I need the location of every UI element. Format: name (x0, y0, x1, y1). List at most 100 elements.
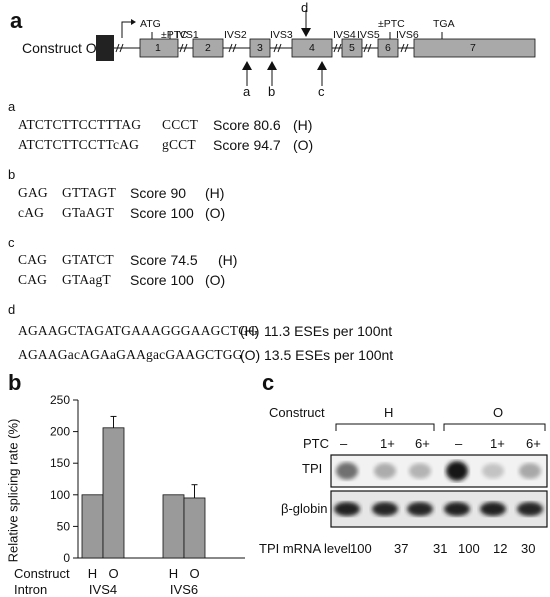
ptc-label: PTC (303, 436, 329, 451)
globin-band (334, 502, 360, 516)
ptc1-label: ±PTC (161, 29, 188, 41)
construct-label: H (88, 566, 97, 581)
ivs5-label: IVS5 (357, 29, 380, 41)
subpanel-b-seq1-o: cAG (18, 205, 45, 220)
y-tick-label: 0 (63, 551, 70, 565)
subpanel-a-score-h: Score 80.6 (213, 117, 281, 133)
y-tick-label: 50 (57, 519, 71, 533)
exon-3-label: 3 (257, 42, 263, 54)
arrow-b-letter: b (268, 84, 276, 99)
mrna-lane-2: 37 (394, 541, 409, 556)
exon-6 (377, 38, 399, 58)
ptc-lane-1: – (340, 436, 348, 451)
exon-2 (192, 38, 224, 58)
subpanel-c-score-o: Score 100 (130, 272, 194, 288)
mrna-lane-6: 30 (521, 541, 536, 556)
y-tick-label: 150 (50, 456, 70, 470)
exon-5-label: 5 (349, 42, 355, 54)
construct-row-label: Construct (14, 566, 70, 581)
gene-structure-svg (96, 10, 536, 86)
exon-4-label: 4 (309, 42, 315, 54)
subpanel-b-score-h: Score 90 (130, 185, 187, 201)
subpanel-d-ese-o: 13.5 ESEs per 100nt (264, 347, 394, 363)
arrow-d-letter: d (301, 0, 309, 15)
subpanel-c-seq2-h: GTATCT (62, 252, 114, 267)
globin-band (517, 502, 543, 516)
ivs4-label: IVS4 (333, 29, 356, 41)
blot-group-o: O (493, 405, 504, 420)
y-tick-label: 250 (50, 393, 70, 407)
ivs6-label: IVS6 (396, 29, 419, 41)
exon-6-label: 6 (385, 42, 391, 54)
northern-blot (330, 454, 548, 528)
panel-c-letter: c (262, 370, 275, 395)
subpanel-c-letter: c (8, 235, 15, 250)
subpanel-d-ese-h: 11.3 ESEs per 100nt (264, 323, 393, 339)
ivs3-label: IVS3 (270, 29, 293, 41)
subpanel-c-tag-o: (O) (205, 272, 226, 288)
intron-label: IVS4 (89, 582, 117, 597)
tpi-band (519, 463, 541, 479)
tpi-band (482, 463, 504, 479)
globin-band (480, 502, 506, 516)
tpi-band (374, 463, 396, 479)
exon-5 (341, 38, 363, 58)
globin-label: β-globin (281, 501, 328, 516)
arrow-c-head (317, 61, 327, 70)
arrow-d-head (301, 28, 311, 37)
subpanel-d-seq-h: AGAAGCTAGATGAAAGGGAAGCTGG (18, 323, 259, 338)
tpi-band (336, 462, 358, 480)
globin-band (372, 502, 398, 516)
subpanel-d-seq-o: AGAAGacAGAaGAAgacGAAGCTGG (18, 347, 243, 362)
mrna-lane-1: 100 (350, 541, 372, 556)
subpanel-a-seq2-h: CCCT (162, 117, 199, 132)
subpanel-b-seq2-o: GTaAGT (62, 205, 114, 220)
subpanel-b-letter: b (8, 167, 16, 182)
subpanel-c-seq1-o: CAG (18, 272, 48, 287)
ivs2-label: IVS2 (224, 29, 247, 41)
subpanel-a-tag-o: (O) (293, 137, 314, 153)
ptc-lane-6: 6+ (526, 436, 541, 451)
globin-band (444, 502, 470, 516)
mrna-lane-3: 31 (433, 541, 448, 556)
panel-a-letter: a (10, 8, 23, 33)
ptc-lane-3: 6+ (415, 436, 430, 451)
construct-label: O (189, 566, 199, 581)
y-tick-label: 100 (50, 488, 70, 502)
construct-label: H (169, 566, 178, 581)
subpanel-a-tag-h: (H) (293, 117, 313, 133)
subpanel-a-seq1-h: ATCTCTTCCTTTAG (18, 117, 142, 132)
arrow-a-letter: a (243, 84, 251, 99)
panel-b-letter: b (8, 370, 22, 395)
atg-label: ATG (140, 18, 161, 30)
subpanel-b-tag-h: (H) (205, 185, 225, 201)
y-tick-label: 200 (50, 425, 70, 439)
ivs1-label: IVS1 (176, 29, 199, 41)
subpanel-a-letter: a (8, 99, 16, 114)
construct-label: O (108, 566, 118, 581)
subpanel-a-score-o: Score 94.7 (213, 137, 281, 153)
subpanel-b-seq1-h: GAG (18, 185, 48, 200)
subpanel-d-tag-h: (H) (240, 323, 260, 339)
tpi-label: TPI (302, 461, 323, 476)
subpanel-c-seq1-h: CAG (18, 252, 48, 267)
subpanel-d-letter: d (8, 302, 16, 317)
globin-blot-panel (330, 490, 548, 528)
subpanel-c-tag-h: (H) (218, 252, 238, 268)
intron-row-label: Intron (14, 582, 48, 597)
subpanel-b-seq2-h: GTTAGT (62, 185, 117, 200)
tpi-band (409, 463, 431, 479)
construct-label: Construct O (22, 40, 97, 56)
subpanel-d-tag-o: (O) (240, 347, 261, 363)
exon-7-label: 7 (470, 42, 476, 54)
globin-band (407, 502, 433, 516)
tpi-blot-panel (330, 454, 548, 488)
subpanel-b-score-o: Score 100 (130, 205, 194, 221)
tpi-band (446, 461, 468, 481)
arrow-b-head (267, 61, 277, 70)
exon-7 (413, 38, 536, 58)
mrna-level-label: TPI mRNA level (259, 541, 351, 556)
exon-4 (291, 38, 333, 58)
